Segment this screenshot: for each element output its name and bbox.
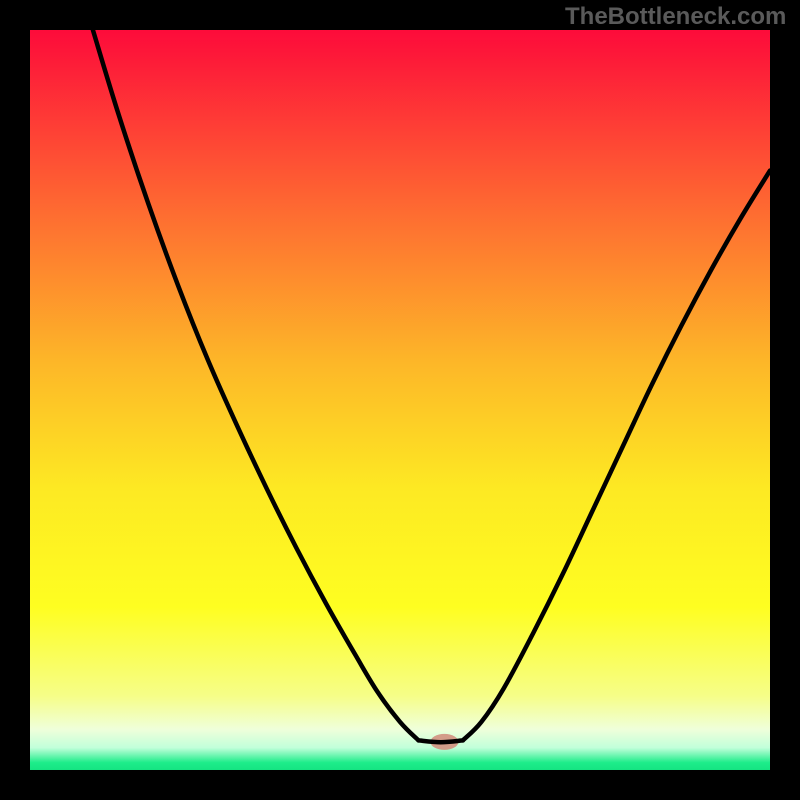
curve-flat-segment [419,740,463,742]
gradient-background [30,30,770,770]
chart-svg [30,30,770,770]
plot-area [30,30,770,770]
watermark-text: TheBottleneck.com [565,3,786,31]
